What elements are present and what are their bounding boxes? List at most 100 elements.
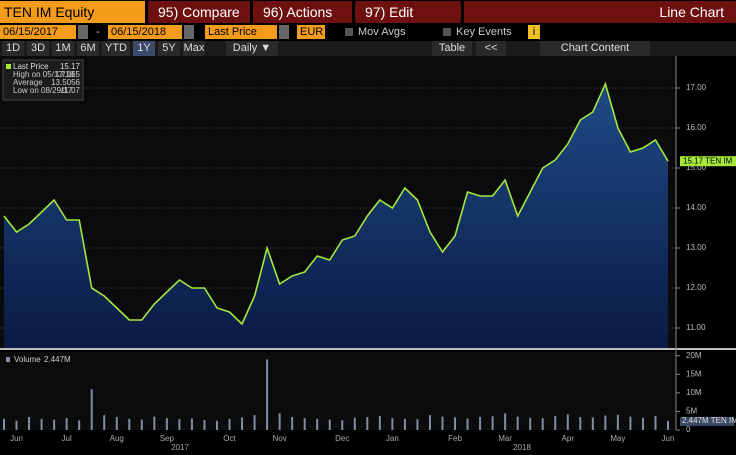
y-tick-label: 5M bbox=[686, 407, 697, 416]
x-tick-label: Feb bbox=[448, 434, 462, 443]
volume-bar bbox=[479, 417, 482, 430]
volume-bar bbox=[491, 416, 494, 430]
y-tick-label: 15.00 bbox=[686, 163, 707, 172]
field-select[interactable]: Last Price bbox=[205, 25, 277, 39]
volume-bar bbox=[641, 417, 644, 430]
last-price-tag bbox=[680, 156, 736, 167]
volume-bar bbox=[303, 418, 306, 430]
period-button[interactable]: 3D bbox=[27, 41, 49, 56]
x-tick-label: Mar bbox=[498, 434, 512, 443]
x-tick-label: Sep bbox=[160, 434, 175, 443]
y-tick-label: 12.00 bbox=[686, 283, 707, 292]
legend-box bbox=[2, 59, 84, 101]
volume-bar bbox=[140, 419, 143, 430]
period-button[interactable]: 1D bbox=[2, 41, 24, 56]
volume-bar bbox=[504, 413, 507, 430]
checkbox[interactable] bbox=[443, 28, 451, 36]
volume-bar bbox=[441, 416, 444, 430]
legend-label: Last Price bbox=[13, 62, 49, 71]
volume-bar bbox=[165, 418, 168, 430]
calendar-icon[interactable] bbox=[78, 25, 88, 39]
volume-bar bbox=[65, 418, 68, 430]
stat-label: High on 05/17/18 bbox=[13, 70, 74, 79]
chart-content-button[interactable]: Chart Content bbox=[540, 41, 650, 56]
y-tick-label: 10M bbox=[686, 388, 702, 397]
currency-select[interactable]: EUR bbox=[297, 25, 325, 39]
x-tick-label: Oct bbox=[223, 434, 236, 443]
legend-value: 2.447M bbox=[44, 355, 71, 364]
collapse-button[interactable]: << bbox=[476, 41, 506, 56]
volume-bar bbox=[90, 389, 93, 430]
compare-button[interactable]: 95) Compare bbox=[148, 1, 250, 23]
volume-bar bbox=[203, 419, 206, 430]
date-separator: - bbox=[96, 26, 100, 38]
volume-bar bbox=[654, 415, 657, 430]
key-events-label[interactable]: Key Events bbox=[456, 26, 512, 38]
info-button[interactable]: i bbox=[528, 25, 540, 39]
y-tick-label: 20M bbox=[686, 351, 702, 360]
stat-value: 11.07 bbox=[61, 86, 81, 95]
volume-bar bbox=[428, 415, 431, 430]
x-tick-label: Dec bbox=[335, 434, 349, 443]
volume-bar bbox=[53, 419, 56, 430]
edit-button[interactable]: 97) Edit bbox=[355, 1, 461, 23]
volume-bar bbox=[115, 417, 118, 430]
volume-bar bbox=[516, 416, 519, 430]
volume-bar bbox=[266, 359, 269, 430]
volume-bar bbox=[541, 418, 544, 430]
y-tick-label: 17.00 bbox=[686, 83, 707, 92]
period-button[interactable]: 6M bbox=[77, 41, 99, 56]
volume-panel bbox=[0, 352, 676, 430]
volume-bar bbox=[291, 417, 294, 430]
y-tick-label: 14.00 bbox=[686, 203, 707, 212]
stat-value: 13.5056 bbox=[51, 78, 80, 87]
period-button[interactable]: 1Y bbox=[133, 41, 155, 56]
period-button[interactable]: Max bbox=[183, 41, 205, 56]
period-button[interactable]: 5Y bbox=[158, 41, 180, 56]
frequency-select[interactable]: Daily ▼ bbox=[226, 41, 278, 56]
y-tick-label: 16.00 bbox=[686, 123, 707, 132]
x-tick-label: Jan bbox=[386, 434, 399, 443]
volume-bar bbox=[3, 418, 5, 430]
security-field[interactable]: TEN IM Equity bbox=[0, 1, 145, 23]
end-date[interactable]: 06/15/2018 bbox=[108, 25, 182, 39]
volume-bar bbox=[353, 417, 356, 430]
start-date[interactable]: 06/15/2017 bbox=[0, 25, 76, 39]
volume-bar bbox=[253, 415, 256, 430]
price-area bbox=[4, 84, 668, 348]
volume-bar bbox=[103, 415, 106, 430]
volume-bar bbox=[28, 417, 31, 430]
x-tick-label: Jun bbox=[10, 434, 23, 443]
y-tick-label: 11.00 bbox=[686, 323, 706, 332]
year-label: 2018 bbox=[513, 443, 531, 452]
stat-value: 17.165 bbox=[56, 70, 81, 79]
x-tick-label: Aug bbox=[110, 434, 124, 443]
x-tick-label: Jul bbox=[62, 434, 72, 443]
legend-label: Volume bbox=[14, 355, 41, 364]
volume-bar bbox=[579, 417, 582, 430]
volume-bar bbox=[416, 419, 419, 430]
volume-bar bbox=[128, 418, 131, 430]
price-line bbox=[3, 81, 669, 326]
volume-bar bbox=[190, 418, 193, 430]
volume-bar bbox=[667, 420, 669, 430]
period-button[interactable]: 1M bbox=[52, 41, 74, 56]
mov-avgs-label[interactable]: Mov Avgs bbox=[358, 26, 406, 38]
y-tick-label: 15M bbox=[686, 369, 702, 378]
volume-tag-label: 2.447M TEN IM bbox=[682, 416, 736, 425]
volume-bar bbox=[328, 419, 331, 430]
volume-bar bbox=[78, 420, 81, 430]
volume-bar bbox=[629, 416, 632, 430]
table-button[interactable]: Table bbox=[432, 41, 472, 56]
dropdown-icon[interactable] bbox=[279, 25, 289, 39]
last-price-tag-label: 15.17 TEN IM bbox=[683, 156, 733, 165]
actions-button[interactable]: 96) Actions bbox=[253, 1, 352, 23]
checkbox[interactable] bbox=[345, 28, 353, 36]
volume-bar bbox=[403, 418, 406, 430]
y-tick-label: 13.00 bbox=[686, 243, 707, 252]
volume-bar bbox=[178, 419, 181, 430]
volume-bar bbox=[316, 418, 319, 430]
calendar-icon[interactable] bbox=[184, 25, 194, 39]
period-button[interactable]: YTD bbox=[102, 41, 130, 56]
